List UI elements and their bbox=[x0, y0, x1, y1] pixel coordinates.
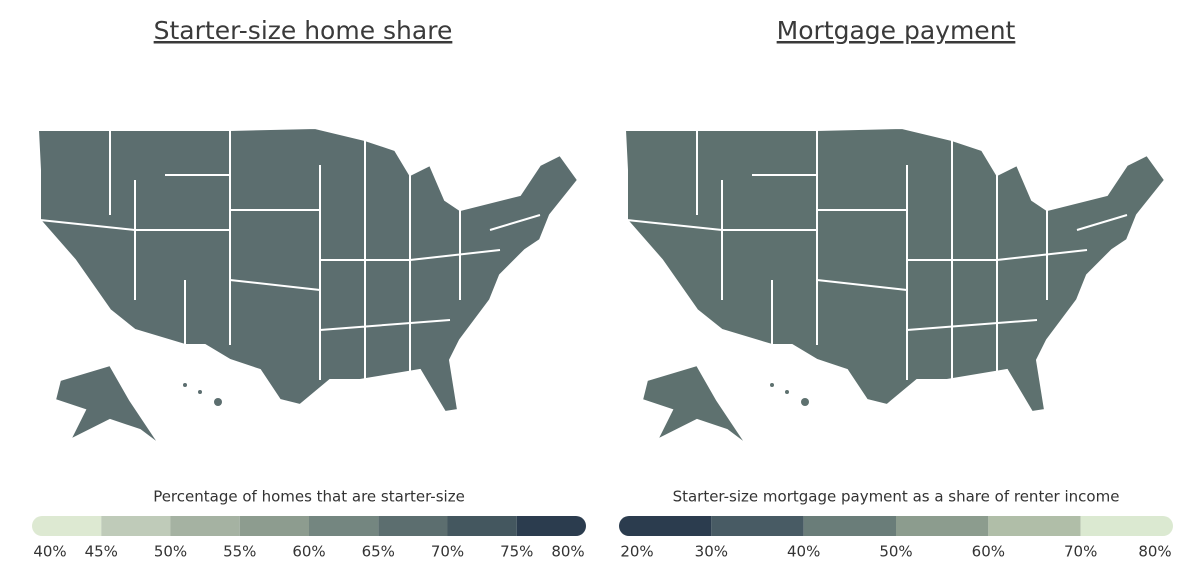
legend-tick-label: 50% bbox=[879, 543, 912, 561]
legend-swatch bbox=[803, 516, 896, 536]
legend-swatch bbox=[170, 516, 240, 536]
legend-swatch bbox=[32, 516, 102, 536]
legend-tick-label: 80% bbox=[551, 543, 584, 561]
legend-tick-label: 70% bbox=[431, 543, 464, 561]
legend-title: Percentage of homes that are starter-siz… bbox=[153, 488, 465, 506]
legend-tick-label: 30% bbox=[695, 543, 728, 561]
legend-tick-label: 60% bbox=[292, 543, 325, 561]
legend-swatch bbox=[988, 516, 1081, 536]
legend-title: Starter-size mortgage payment as a share… bbox=[673, 488, 1120, 506]
us-map bbox=[37, 127, 579, 446]
legend-tick-label: 70% bbox=[1064, 543, 1097, 561]
legend-swatch bbox=[239, 516, 309, 536]
legend-swatch bbox=[309, 516, 379, 536]
legend-tick-label: 20% bbox=[620, 543, 653, 561]
legend-tick-label: 40% bbox=[33, 543, 66, 561]
legend-swatch bbox=[896, 516, 989, 536]
legend-swatch bbox=[447, 516, 517, 536]
map-title: Starter-size home share bbox=[154, 16, 453, 45]
map-title: Mortgage payment bbox=[777, 16, 1016, 45]
legend-swatch bbox=[378, 516, 448, 536]
legend-tick-label: 80% bbox=[1138, 543, 1171, 561]
legend-tick-label: 45% bbox=[85, 543, 118, 561]
legend-tick-label: 50% bbox=[154, 543, 187, 561]
legend-swatch bbox=[1080, 516, 1173, 536]
legend-tick-label: 75% bbox=[500, 543, 533, 561]
us-map bbox=[624, 127, 1166, 446]
legend-swatch bbox=[711, 516, 804, 536]
legend-tick-label: 55% bbox=[223, 543, 256, 561]
legend-swatch bbox=[101, 516, 171, 536]
legend-tick-label: 40% bbox=[787, 543, 820, 561]
legend-tick-label: 65% bbox=[362, 543, 395, 561]
legend-swatch bbox=[619, 516, 712, 536]
legend-swatch bbox=[516, 516, 586, 536]
legend-tick-label: 60% bbox=[972, 543, 1005, 561]
